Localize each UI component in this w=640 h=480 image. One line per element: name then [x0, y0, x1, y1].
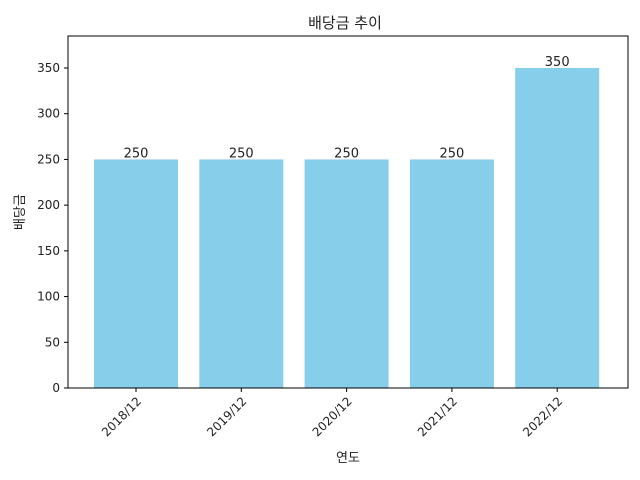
y-tick-label: 0	[52, 381, 60, 395]
bar-value-label: 250	[124, 146, 149, 161]
x-axis-label: 연도	[336, 451, 360, 466]
bar-value-label: 250	[439, 146, 464, 161]
y-axis-label: 배당금	[13, 194, 28, 230]
x-tick-label: 2019/12	[204, 394, 249, 439]
y-tick-label: 100	[37, 290, 60, 304]
chart-title: 배당금 추이	[308, 14, 382, 32]
plot-frame	[67, 35, 629, 389]
bar-2021-12	[409, 159, 494, 388]
x-tick-label: 2018/12	[99, 394, 144, 439]
bar-2020-12	[304, 159, 389, 388]
data-labels-group: 250 250 250 250 350	[124, 55, 570, 161]
bar-2019-12	[199, 159, 284, 388]
x-tick-label: 2021/12	[415, 394, 460, 439]
bar-2022-12	[515, 68, 600, 388]
x-axis: 2018/12 2019/12 2020/12 2021/12 2022/12	[99, 388, 565, 439]
y-tick-label: 250	[37, 152, 60, 166]
y-tick-label: 50	[45, 335, 60, 349]
y-axis: 0 50 100 150 200 250 300 350	[37, 61, 68, 395]
bar-2018-12	[94, 159, 178, 388]
y-tick-label: 350	[37, 61, 60, 75]
y-tick-label: 300	[37, 107, 60, 121]
x-tick-label: 2020/12	[310, 394, 355, 439]
bar-value-label: 350	[545, 55, 570, 70]
bars-group	[94, 68, 600, 388]
y-tick-label: 150	[37, 244, 60, 258]
y-tick-label: 200	[37, 198, 60, 212]
bar-value-label: 250	[229, 146, 254, 161]
bar-value-label: 250	[334, 146, 359, 161]
x-tick-label: 2022/12	[520, 394, 565, 439]
